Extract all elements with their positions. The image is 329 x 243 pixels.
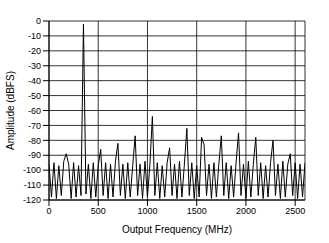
svg-text:2000: 2000	[236, 206, 256, 216]
svg-text:0: 0	[36, 16, 41, 26]
svg-text:-70: -70	[28, 121, 41, 131]
svg-text:-120: -120	[23, 195, 41, 205]
svg-text:-100: -100	[23, 165, 41, 175]
svg-text:-60: -60	[28, 106, 41, 116]
svg-text:-80: -80	[28, 136, 41, 146]
svg-text:-10: -10	[28, 31, 41, 41]
svg-text:-50: -50	[28, 91, 41, 101]
svg-text:-30: -30	[28, 61, 41, 71]
svg-text:500: 500	[91, 206, 106, 216]
svg-text:1000: 1000	[137, 206, 157, 216]
svg-text:0: 0	[46, 206, 51, 216]
svg-text:-40: -40	[28, 76, 41, 86]
svg-text:-110: -110	[24, 180, 41, 190]
svg-text:Output Frequency (MHz): Output Frequency (MHz)	[122, 224, 232, 235]
svg-text:-90: -90	[28, 150, 41, 160]
svg-text:Amplitude (dBFS): Amplitude (dBFS)	[8, 71, 16, 150]
svg-text:-20: -20	[28, 46, 41, 56]
svg-text:1500: 1500	[187, 206, 207, 216]
svg-text:2500: 2500	[285, 206, 305, 216]
